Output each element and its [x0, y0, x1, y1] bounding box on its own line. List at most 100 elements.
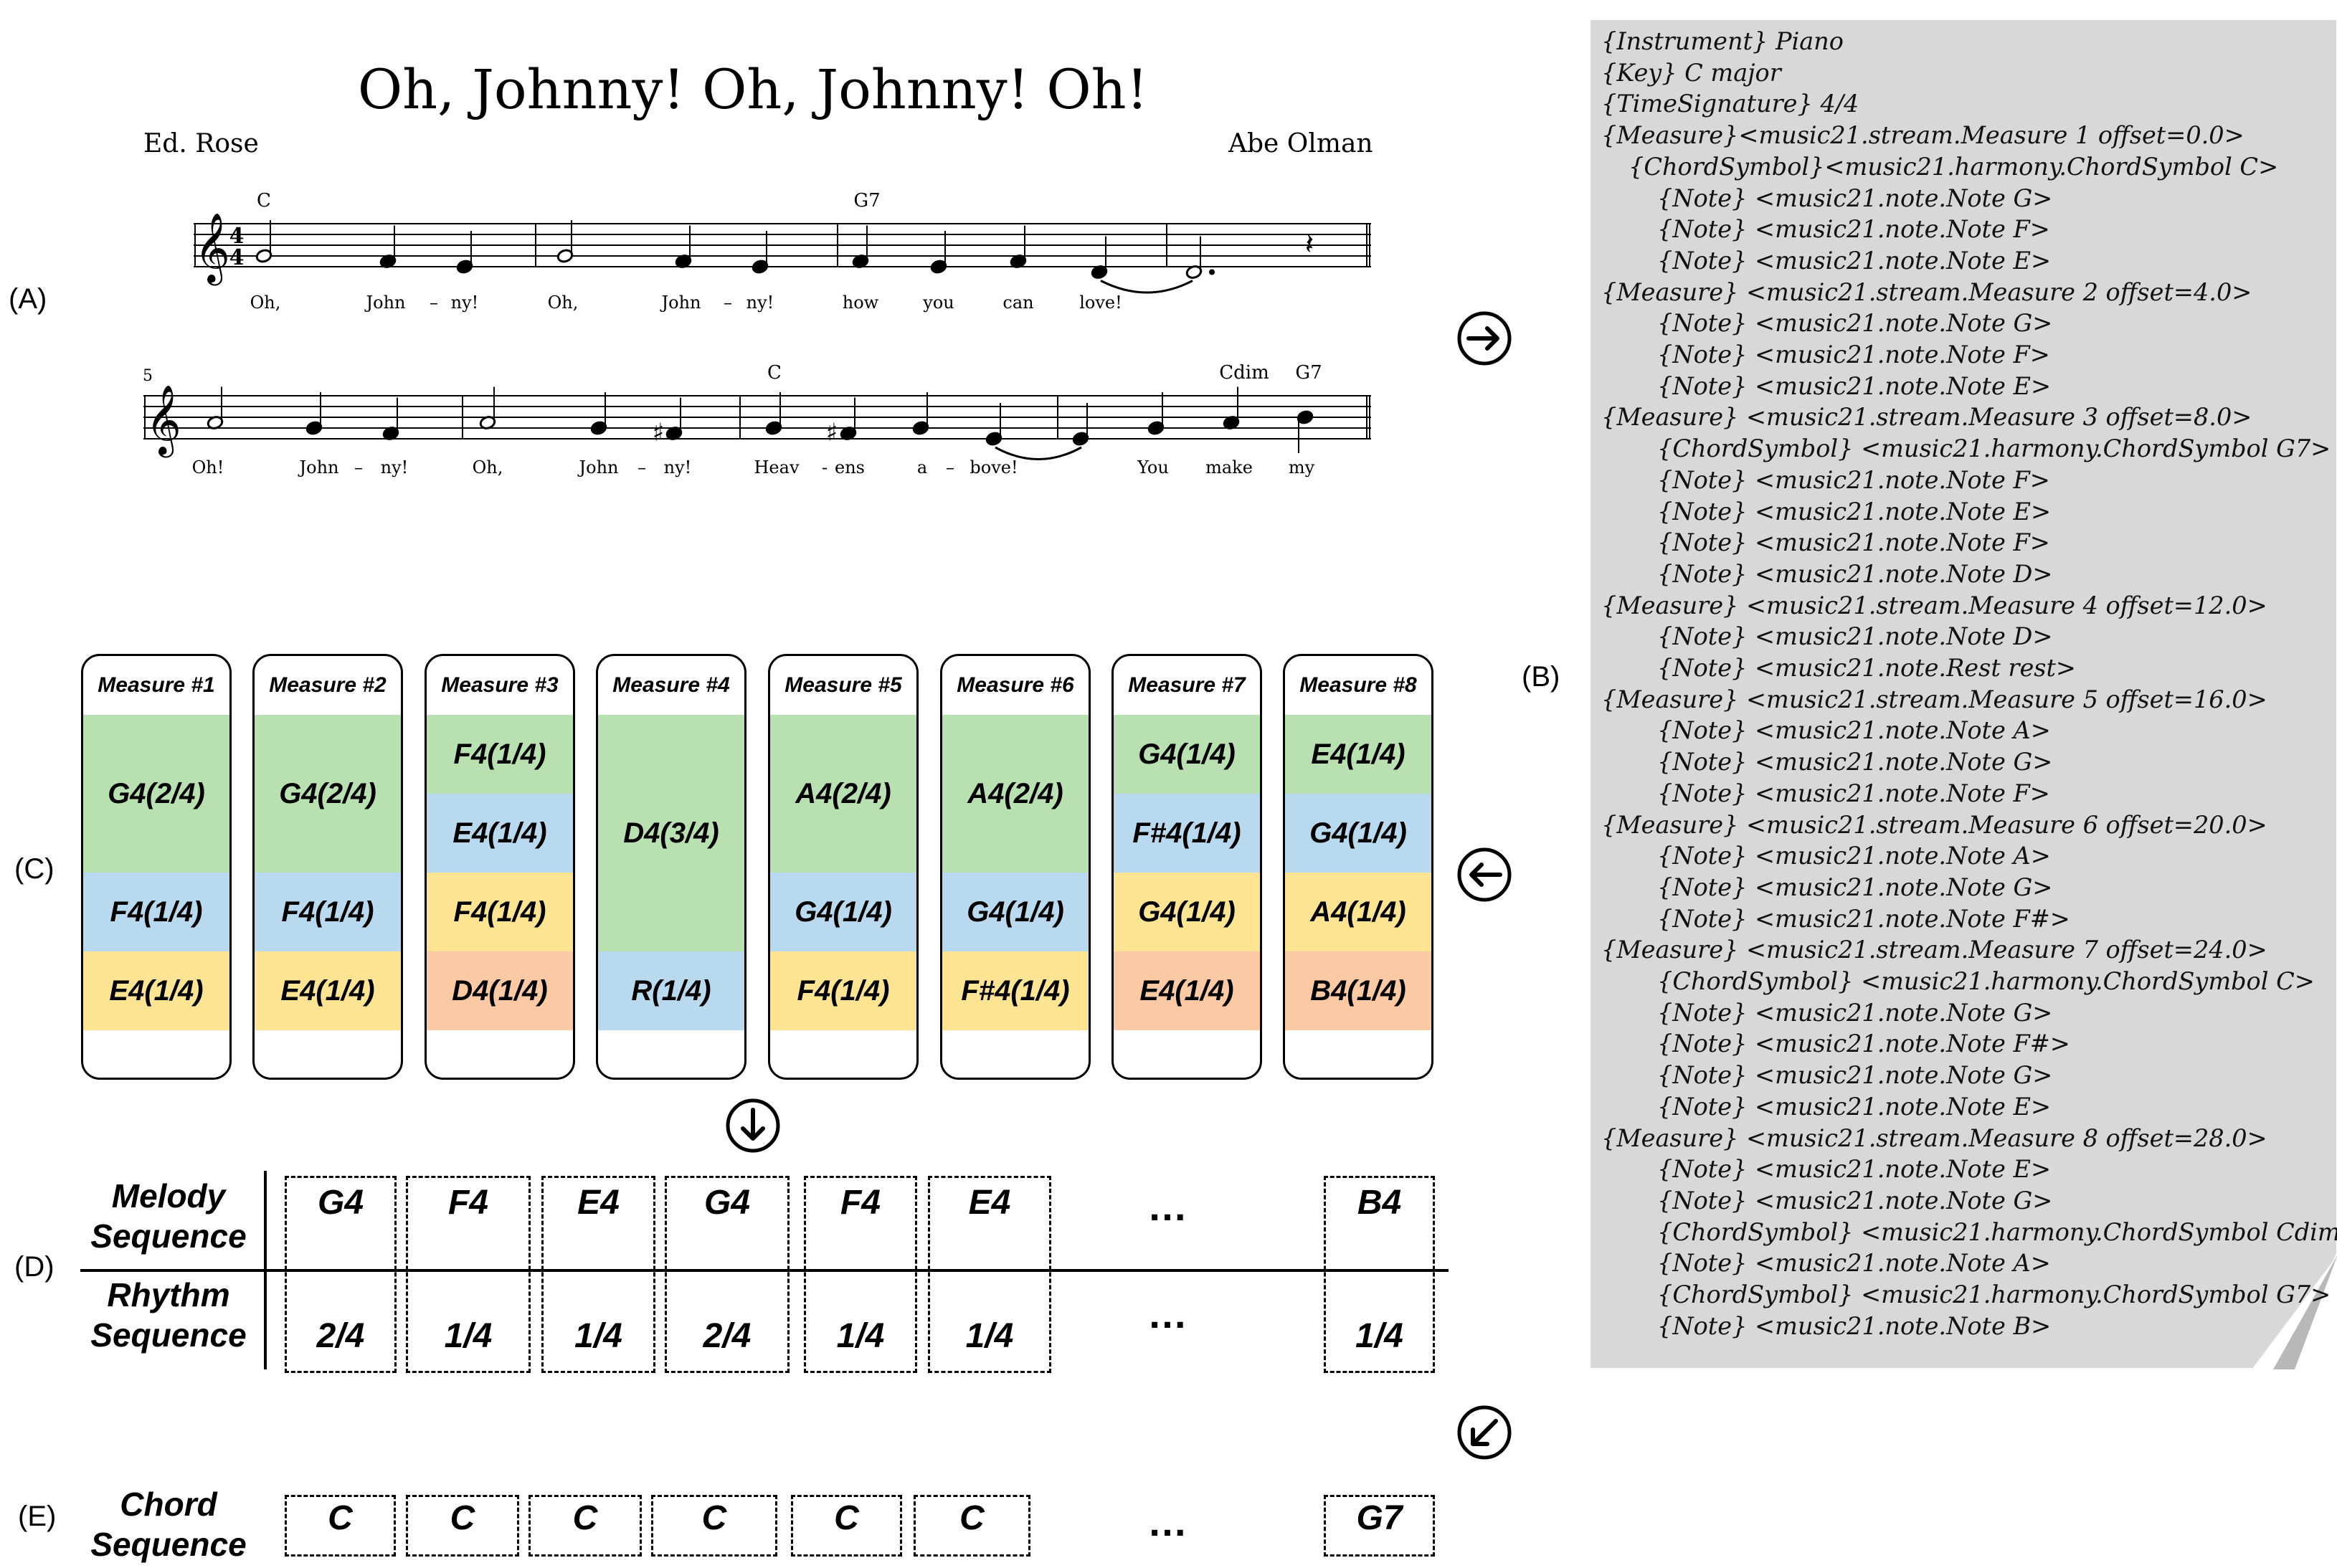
treble-clef: 𝄞 — [194, 212, 230, 285]
measure-card: Measure #5 A4(2/4) G4(1/4) F4(1/4) — [768, 654, 919, 1080]
note-cell: F#4(1/4) — [1114, 794, 1260, 873]
measure-card: Measure #6 A4(2/4) G4(1/4) F#4(1/4) — [940, 654, 1091, 1080]
note-cell: E4(1/4) — [1285, 715, 1431, 794]
code-line: {Note} <music21.note.Note D> — [1657, 622, 2053, 651]
code-line: {Measure} <music21.stream.Measure 6 offs… — [1601, 810, 2267, 839]
lyric-syllable: John — [660, 293, 701, 313]
code-line: {Note} <music21.note.Note G> — [1657, 1186, 2053, 1215]
note-cell: A4(1/4) — [1285, 873, 1431, 951]
lyric-syllable: Oh! — [192, 457, 224, 477]
sharp-sign: ♯ — [653, 419, 664, 447]
melody-last-box — [1324, 1176, 1435, 1373]
code-line: {Note} <music21.note.Note F> — [1657, 528, 2050, 557]
chord-header-text: Chord Sequence — [90, 1486, 247, 1563]
lyric-syllable: Oh, — [473, 457, 503, 477]
melody-box — [285, 1176, 397, 1373]
code-line: {Measure} <music21.stream.Measure 8 offs… — [1601, 1123, 2267, 1152]
tie — [1100, 280, 1193, 294]
chord-symbol: Cdim — [1219, 362, 1269, 384]
panel-label-e: (E) — [18, 1501, 57, 1532]
code-line: {Note} <music21.note.Note G> — [1657, 873, 2053, 901]
chord-box — [528, 1495, 642, 1557]
measure-title: Measure #6 — [957, 673, 1074, 697]
chord-box — [914, 1495, 1030, 1557]
melody-box — [541, 1176, 655, 1373]
lyric-syllable: make — [1205, 457, 1253, 477]
rhythm-ellipsis: … — [1147, 1291, 1188, 1336]
dot — [1209, 269, 1215, 275]
lyric-syllable: my — [1289, 457, 1315, 477]
code-line: {Instrument} Piano — [1601, 27, 1844, 55]
note-cell: R(1/4) — [598, 951, 744, 1030]
chord-box — [651, 1495, 777, 1557]
code-line: {Note} <music21.note.Note F> — [1657, 215, 2050, 244]
code-line: {Note} <music21.note.Note F> — [1657, 341, 2050, 369]
measure-card: Measure #7 G4(1/4) F#4(1/4) G4(1/4) E4(1/4) — [1111, 654, 1262, 1080]
code-line: {Note} <music21.note.Note G> — [1657, 998, 2053, 1027]
code-line: {Note} <music21.note.Note G> — [1657, 184, 2053, 212]
note-cell: F4(1/4) — [770, 951, 916, 1030]
melody-box — [928, 1176, 1051, 1373]
lyric-syllable: a — [917, 457, 927, 477]
lyric-syllable: John — [298, 457, 339, 477]
tie — [995, 446, 1082, 460]
note-cell: G4(2/4) — [83, 715, 229, 873]
rhythm-sequence-header: Rhythm Sequence — [72, 1275, 265, 1355]
measure-title: Measure #7 — [1128, 673, 1246, 697]
note-cell: A4(2/4) — [770, 715, 916, 873]
lyric-syllable: You — [1137, 457, 1169, 477]
code-line: {Note} <music21.note.Rest rest> — [1657, 654, 2076, 682]
rhythm-value: 1/4 — [444, 1317, 493, 1355]
note-cell: F4(1/4) — [83, 873, 229, 951]
measure-title: Measure #2 — [269, 673, 387, 697]
panel-label-a: (A) — [9, 283, 47, 315]
arrow-down-icon — [726, 1098, 780, 1153]
sharp-sign: ♯ — [826, 419, 838, 447]
note-cell: F4(1/4) — [427, 873, 573, 951]
lyricist: Ed. Rose — [143, 129, 259, 158]
melody-last-value: B4 — [1357, 1184, 1402, 1222]
lyric-syllable: Oh, — [548, 293, 579, 313]
note-cell: E4(1/4) — [83, 951, 229, 1030]
treble-clef: 𝄞 — [146, 384, 181, 457]
chord-ellipsis: … — [1147, 1499, 1188, 1544]
lyric-syllable: you — [922, 293, 954, 313]
rhythm-header-text: Rhythm Sequence — [90, 1276, 247, 1354]
note-cell: E4(1/4) — [427, 794, 573, 873]
melody-box — [406, 1176, 531, 1373]
melody-box — [665, 1176, 790, 1373]
code-line: {Measure} <music21.stream.Measure 7 offs… — [1601, 936, 2267, 964]
chord-symbol: C — [767, 362, 782, 384]
chord-symbol: C — [257, 190, 271, 212]
note-cell: G4(1/4) — [1114, 873, 1260, 951]
code-line: {Note} <music21.note.Note G> — [1657, 748, 2053, 776]
sequence-horizontal-divider — [80, 1269, 1449, 1272]
chord-box — [285, 1495, 396, 1557]
lyric-syllable: John — [577, 457, 619, 477]
page-fold — [2252, 1255, 2337, 1369]
melody-box — [804, 1176, 917, 1373]
chord-box — [406, 1495, 519, 1557]
melody-value: F4 — [447, 1184, 488, 1222]
measure-title: Measure #1 — [98, 673, 215, 697]
lyric-syllable: ny! — [746, 293, 774, 313]
lyric-syllable: bove! — [970, 457, 1018, 477]
measure-card: Measure #4 D4(3/4) R(1/4) — [596, 654, 746, 1080]
lyric-syllable: – — [354, 457, 363, 477]
code-line: {Measure} <music21.stream.Measure 5 offs… — [1601, 685, 2267, 713]
melody-value: G4 — [703, 1184, 751, 1222]
code-line: {Note} <music21.note.Note E> — [1657, 1155, 2052, 1184]
code-line: {Note} <music21.note.Note F> — [1657, 465, 2050, 494]
code-line: {Note} <music21.note.Note F#> — [1657, 904, 2070, 933]
measure-title: Measure #3 — [441, 673, 559, 697]
code-line: {Key} C major — [1601, 58, 1781, 87]
melody-sequence-header: Melody Sequence — [72, 1176, 265, 1256]
music21-code-panel — [1591, 20, 2336, 1368]
rhythm-value: 1/4 — [574, 1317, 622, 1355]
chord-symbol: G7 — [853, 190, 880, 212]
rhythm-value: 1/4 — [836, 1317, 885, 1355]
code-line: {ChordSymbol} <music21.harmony.ChordSymb… — [1657, 1217, 2337, 1246]
arrow-left-icon — [1457, 847, 1512, 902]
lyric-syllable: love! — [1079, 293, 1122, 313]
time-signature-top: 4 — [229, 224, 245, 249]
